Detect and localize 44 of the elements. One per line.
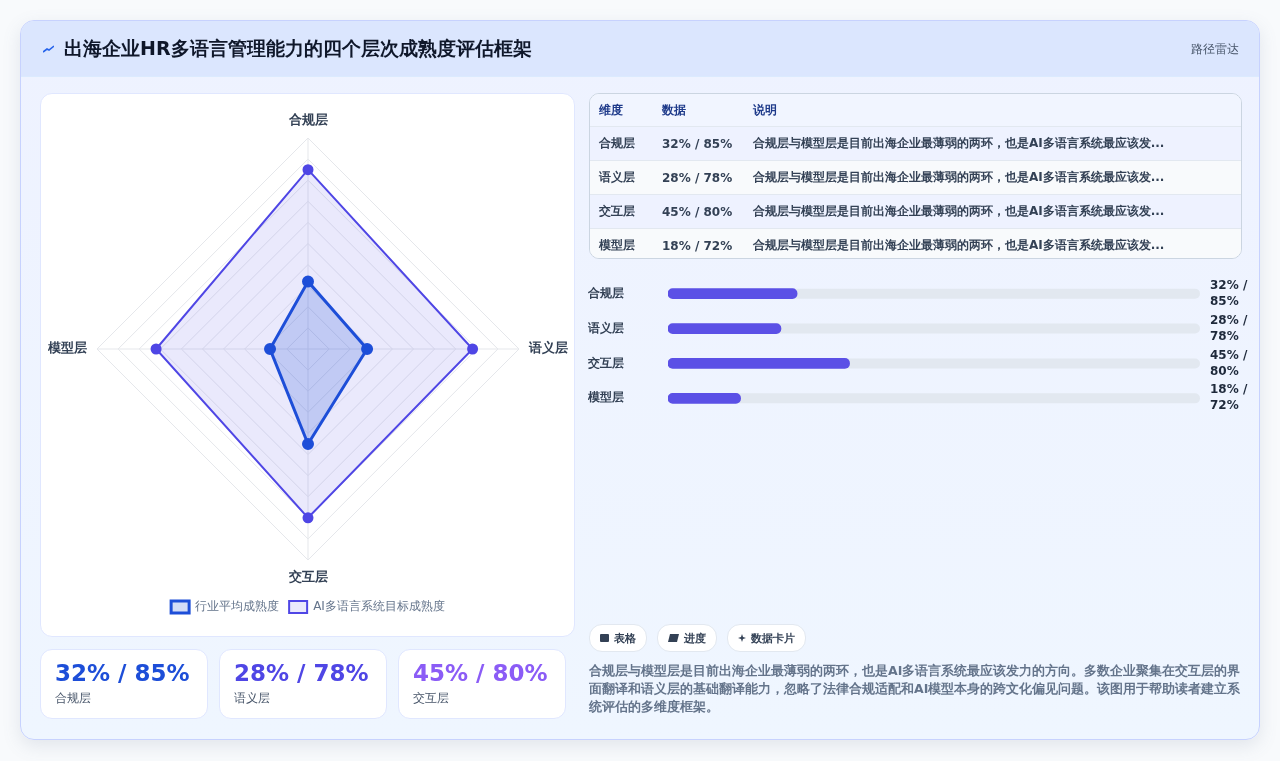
y-tick-label: 语义层 bbox=[587, 320, 624, 335]
legend-label: AI多语言系统目标成熟度 bbox=[312, 599, 445, 614]
text: 数据卡片 bbox=[751, 630, 795, 646]
data-label: 45% / 80% bbox=[1210, 347, 1248, 378]
text: 语义层 bbox=[234, 690, 271, 707]
text: 表格 bbox=[614, 630, 636, 646]
spoke-label: 语义层 bbox=[527, 340, 568, 356]
text: 进度 bbox=[684, 630, 706, 646]
text: 维度 bbox=[598, 101, 624, 119]
text: 32% / 85% bbox=[55, 660, 191, 686]
text: 28% / 78% bbox=[234, 660, 370, 686]
text: 合规层 bbox=[55, 690, 92, 707]
text: 合规层与模型层是目前出海企业最薄弱的两环，也是AI多语言系统最应该发... bbox=[753, 169, 1165, 186]
y-tick-label: 交互层 bbox=[587, 355, 624, 370]
text: 28% / 78% bbox=[662, 170, 734, 185]
text: 交互层 bbox=[598, 203, 636, 220]
y-tick-label: 模型层 bbox=[587, 390, 624, 405]
chart-title: 出海企业HR多语言管理能力的四个层次成熟度评估框架 bbox=[64, 35, 532, 61]
data-label: 28% / 78% bbox=[1210, 312, 1248, 343]
text: 合规层与模型层是目前出海企业最薄弱的两环，也是AI多语言系统最应该发... bbox=[753, 237, 1165, 254]
bar bbox=[668, 393, 741, 404]
text: 交互层 bbox=[413, 690, 450, 707]
legend-label: 行业平均成熟度 bbox=[194, 599, 279, 614]
y-tick-label: 合规层 bbox=[587, 285, 624, 300]
text: 18% / 72% bbox=[662, 238, 734, 253]
spoke-label: 交互层 bbox=[287, 569, 327, 585]
text: 数据 bbox=[662, 101, 687, 119]
text: 合规层 bbox=[598, 135, 636, 152]
text: 模型层 bbox=[598, 237, 636, 254]
text: 45% / 80% bbox=[413, 660, 549, 686]
text: 合规层与模型层是目前出海企业最薄弱的两环，也是AI多语言系统最应该发力的方向。多数企业聚集在交互层的界面翻译和语义层的基础翻译能力，忽略了法律合规适配和AI模型本身的跨文化偏见问题。该图用于帮助读者建立系统评估的多维度框架。 bbox=[589, 663, 1241, 714]
text: 语义层 bbox=[598, 169, 636, 186]
data-label: 18% / 72% bbox=[1210, 382, 1248, 413]
bar bbox=[668, 288, 798, 299]
spoke-label: 合规层 bbox=[287, 111, 327, 127]
bar bbox=[668, 323, 782, 334]
text: 说明 bbox=[753, 101, 777, 119]
text: 合规层与模型层是目前出海企业最薄弱的两环，也是AI多语言系统最应该发... bbox=[753, 203, 1165, 220]
text: 45% / 80% bbox=[662, 204, 734, 219]
spoke-label: 模型层 bbox=[46, 340, 87, 356]
text: 32% / 85% bbox=[662, 136, 734, 151]
text: 合规层与模型层是目前出海企业最薄弱的两环，也是AI多语言系统最应该发... bbox=[753, 135, 1165, 152]
data-label: 32% / 85% bbox=[1210, 277, 1248, 308]
text: 路径雷达 bbox=[1191, 41, 1239, 58]
